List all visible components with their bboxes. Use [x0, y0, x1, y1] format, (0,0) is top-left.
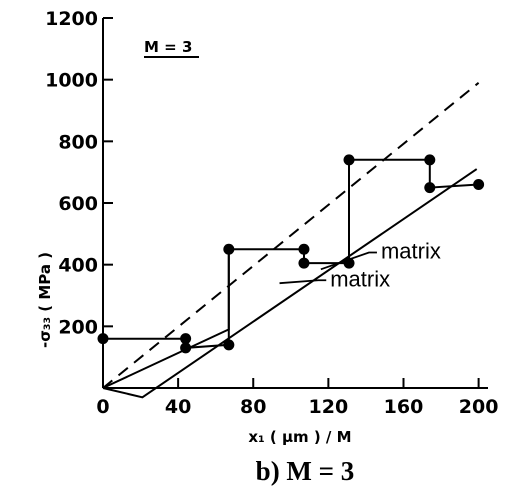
y-tick-label: 200 — [58, 316, 98, 338]
series-line-4 — [102, 82, 480, 389]
x-tick-label: 40 — [165, 396, 191, 418]
x-tick-label: 80 — [240, 396, 266, 418]
inset-label: M = 3 — [144, 38, 192, 56]
annotation-label: matrix — [381, 239, 441, 264]
data-point — [424, 182, 436, 194]
chart-caption: b) M = 3 — [256, 456, 355, 486]
series-line-3 — [102, 249, 230, 389]
ticks: 200 400 600 800 1000 1200 0 40 80 120 160 200 — [45, 8, 498, 418]
x-axis-label: x₁ ( μm ) / M — [248, 428, 351, 446]
data-point — [223, 243, 235, 255]
annotation-leader — [320, 251, 377, 271]
y-tick-label: 1200 — [45, 8, 98, 30]
y-tick-label: 600 — [58, 193, 98, 215]
y-tick-label: 800 — [58, 131, 98, 153]
x-tick-label: 160 — [384, 396, 424, 418]
y-tick-label: 400 — [58, 255, 98, 277]
x-tick-label: 0 — [96, 396, 109, 418]
series-line-2 — [102, 168, 478, 399]
annotation-label: matrix — [330, 266, 390, 291]
data-point — [97, 333, 109, 345]
data-point — [298, 257, 310, 269]
data-point — [180, 333, 192, 345]
data-point — [223, 339, 235, 351]
data-point — [298, 243, 310, 255]
data-point — [424, 154, 436, 166]
series — [97, 82, 485, 399]
data-point — [473, 179, 485, 190]
annotation-leader — [279, 279, 327, 285]
x-tick-label: 120 — [309, 396, 349, 418]
axes — [102, 18, 488, 389]
x-tick-label: 200 — [459, 396, 499, 418]
data-point — [343, 154, 355, 166]
y-axis-label: -σ₃₃ ( MPa ) — [36, 252, 54, 348]
y-tick-label: 1000 — [45, 70, 98, 92]
